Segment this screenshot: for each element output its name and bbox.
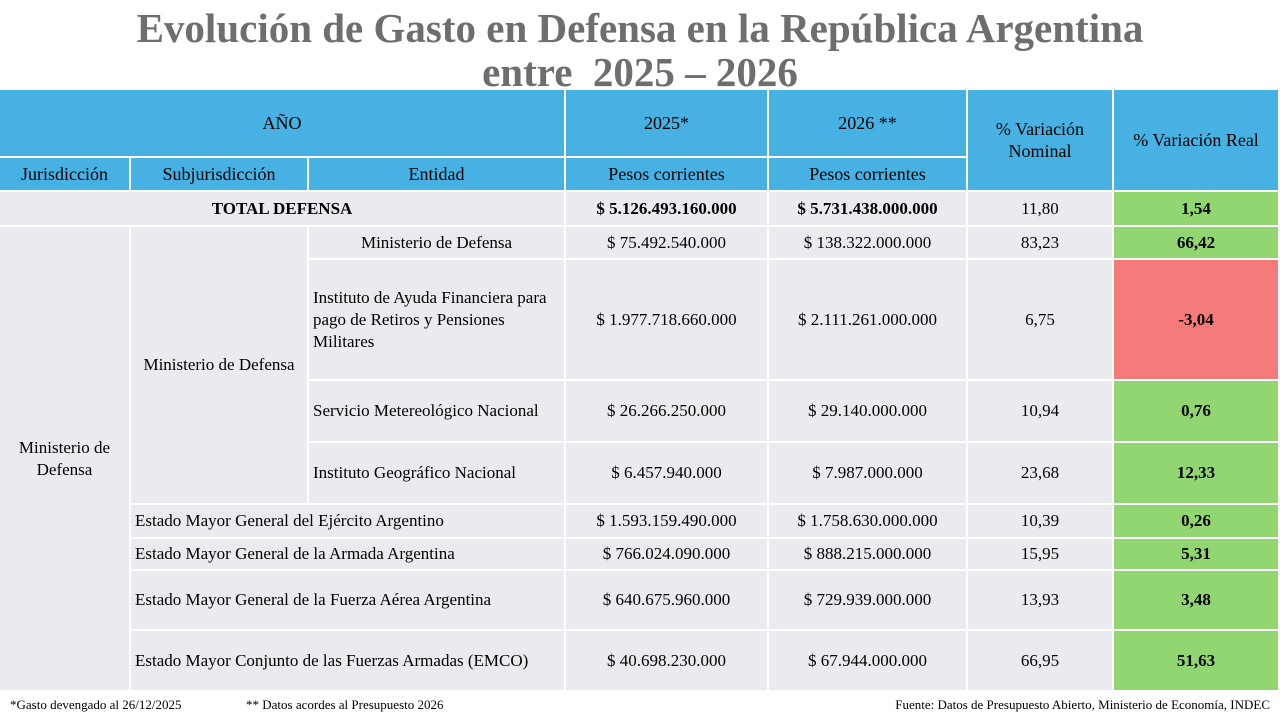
entity-cell: Estado Mayor General de la Fuerza Aérea … — [131, 571, 566, 631]
cell-2026: $ 2.111.261.000.000 — [769, 260, 968, 381]
cell-2026: $ 67.944.000.000 — [769, 631, 968, 692]
footnote: *Gasto devengado al 26/12/2025 — [10, 697, 182, 712]
entity-cell: Servicio Metereológico Nacional — [309, 381, 566, 443]
entity-cell: Instituto Geográfico Nacional — [309, 443, 566, 505]
cell-2025: $ 75.492.540.000 — [566, 227, 769, 260]
cell-real: 51,63 — [1114, 631, 1280, 692]
cell-2025: $ 1.977.718.660.000 — [566, 260, 769, 381]
cell-2026: $ 1.758.630.000.000 — [769, 505, 968, 539]
cell-2025: $ 26.266.250.000 — [566, 381, 769, 443]
cell-real: 1,54 — [1114, 192, 1280, 227]
cell-nominal: 83,23 — [968, 227, 1114, 260]
cell-real: -3,04 — [1114, 260, 1280, 381]
header-cell: 2026 ** — [769, 90, 968, 158]
entity-cell: Estado Mayor General de la Armada Argent… — [131, 539, 566, 571]
footnote: ** Datos acordes al Presupuesto 2026 — [246, 697, 444, 712]
header-cell: % Variación Real — [1114, 90, 1280, 192]
header-cell: Jurisdicción — [0, 158, 131, 192]
header-cell: Entidad — [309, 158, 566, 192]
cell-2026: $ 5.731.438.000.000 — [769, 192, 968, 227]
header-cell: Subjurisdicción — [131, 158, 309, 192]
cell-nominal: 15,95 — [968, 539, 1114, 571]
cell-real: 0,26 — [1114, 505, 1280, 539]
cell-real: 0,76 — [1114, 381, 1280, 443]
entity-cell: Instituto de Ayuda Financiera para pago … — [309, 260, 566, 381]
entity-cell: Estado Mayor Conjunto de las Fuerzas Arm… — [131, 631, 566, 692]
entity-cell: Estado Mayor General del Ejército Argent… — [131, 505, 566, 539]
header-cell: AÑO — [0, 90, 566, 158]
cell-2025: $ 40.698.230.000 — [566, 631, 769, 692]
cell-real: 5,31 — [1114, 539, 1280, 571]
header-cell: Pesos corrientes — [769, 158, 968, 192]
cell-real: 3,48 — [1114, 571, 1280, 631]
jurisdiction-cell: Ministerio de Defensa — [0, 227, 131, 692]
cell-2026: $ 729.939.000.000 — [769, 571, 968, 631]
header-cell: Pesos corrientes — [566, 158, 769, 192]
cell-nominal: 10,39 — [968, 505, 1114, 539]
source: Fuente: Datos de Presupuesto Abierto, Mi… — [895, 697, 1270, 712]
cell-nominal: 6,75 — [968, 260, 1114, 381]
title: entre 2025 – 2026 — [482, 49, 798, 95]
cell-2026: $ 29.140.000.000 — [769, 381, 968, 443]
cell-nominal: 11,80 — [968, 192, 1114, 227]
cell-nominal: 13,93 — [968, 571, 1114, 631]
cell-2025: $ 1.593.159.490.000 — [566, 505, 769, 539]
cell-nominal: 10,94 — [968, 381, 1114, 443]
cell-2026: $ 138.322.000.000 — [769, 227, 968, 260]
cell-real: 66,42 — [1114, 227, 1280, 260]
header-cell: 2025* — [566, 90, 769, 158]
cell-nominal: 23,68 — [968, 443, 1114, 505]
cell-2025: $ 640.675.960.000 — [566, 571, 769, 631]
cell-2025: $ 5.126.493.160.000 — [566, 192, 769, 227]
cell-nominal: 66,95 — [968, 631, 1114, 692]
cell-2025: $ 6.457.940.000 — [566, 443, 769, 505]
cell-real: 12,33 — [1114, 443, 1280, 505]
header-cell: % Variación Nominal — [968, 90, 1114, 192]
cell-2026: $ 7.987.000.000 — [769, 443, 968, 505]
total-label: TOTAL DEFENSA — [0, 192, 566, 227]
title: Evolución de Gasto en Defensa en la Repú… — [136, 5, 1144, 51]
cell-2025: $ 766.024.090.000 — [566, 539, 769, 571]
subjurisdiction-cell: Ministerio de Defensa — [131, 227, 309, 505]
cell-2026: $ 888.215.000.000 — [769, 539, 968, 571]
entity-cell: Ministerio de Defensa — [309, 227, 566, 260]
